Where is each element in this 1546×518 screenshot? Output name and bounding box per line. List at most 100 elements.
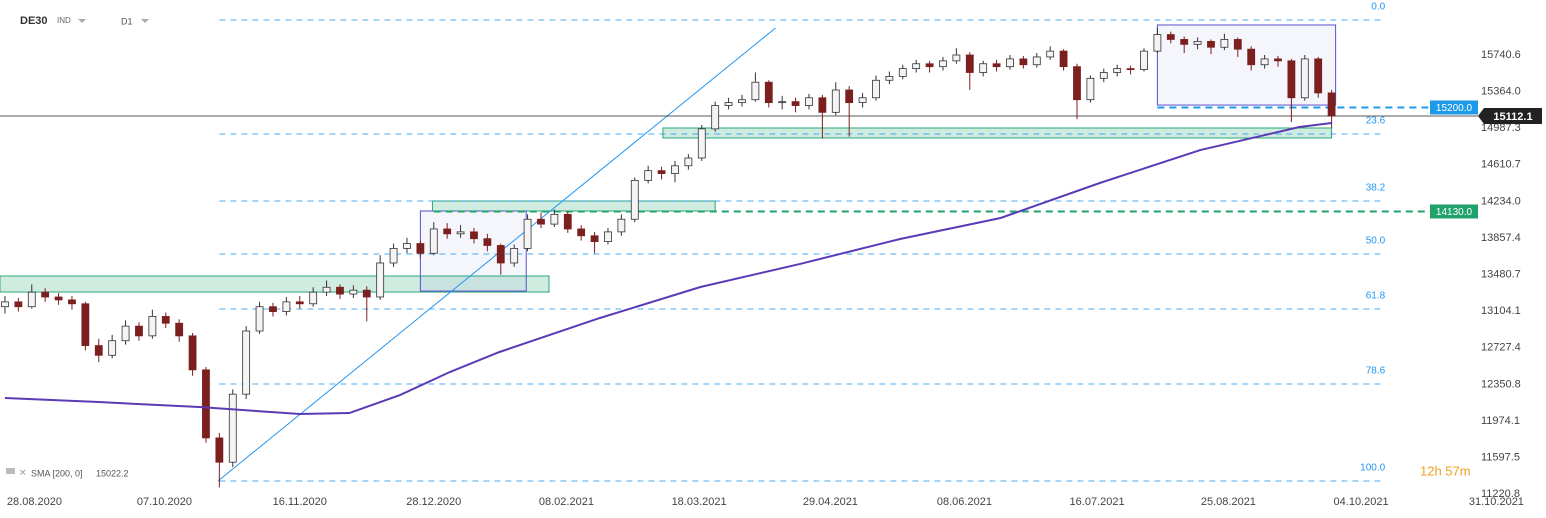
timeframe[interactable]: D1 (121, 16, 133, 26)
candle-body (1166, 34, 1175, 40)
candle-body (751, 81, 760, 101)
candle-body (550, 213, 559, 225)
candle-body (161, 316, 170, 324)
candle-body (684, 157, 693, 167)
candle-body (992, 63, 1001, 68)
candle-body (537, 218, 545, 225)
candle-body (456, 231, 465, 235)
candle-body (362, 289, 371, 298)
trendline (217, 27, 776, 482)
candle-body (148, 316, 157, 337)
candle-body (724, 102, 733, 106)
sma-line (4, 122, 1332, 416)
candle-body (1046, 50, 1055, 58)
candle-body (617, 218, 626, 233)
price-axis (1478, 0, 1546, 518)
zone (662, 127, 1333, 139)
x-tick-label: 31.10.2021 (1469, 496, 1524, 508)
sma-legend: ✕ SMA [200, 0] 15022.2 (6, 467, 129, 478)
price-line-box (1430, 100, 1478, 115)
candle-body (630, 179, 639, 220)
candle-body (1099, 72, 1108, 79)
candle-body (604, 231, 612, 242)
timer: 12h 57m (1420, 463, 1471, 478)
candle-body (1207, 41, 1215, 48)
candle-body (295, 301, 304, 305)
candle-body (791, 101, 800, 106)
candle-body (805, 97, 813, 106)
y-tick-label: 13480.7 (1481, 268, 1521, 280)
zone (419, 210, 527, 292)
candle-body (644, 170, 653, 181)
x-tick-label: 28.12.2020 (406, 496, 461, 508)
sma-label: SMA [200, 0] (31, 468, 83, 478)
candle-body (1006, 58, 1014, 68)
x-tick-label: 16.11.2020 (273, 496, 327, 508)
fib-label: 78.6 (1366, 366, 1386, 377)
candle-body (282, 301, 291, 312)
candle-body (175, 322, 184, 337)
candle-body (416, 243, 425, 254)
symbol[interactable]: DE30 (20, 15, 48, 27)
current-price-box (1478, 108, 1542, 125)
candle-body (898, 68, 907, 77)
y-tick-label: 11220.8 (1481, 488, 1520, 500)
fib-label: 23.6 (1366, 116, 1386, 127)
candle-body (1059, 50, 1068, 68)
fib-label: 0.0 (1371, 2, 1385, 13)
fib-label: 50.0 (1366, 236, 1386, 247)
sma-value: 15022.2 (96, 468, 129, 478)
dropdown-icon[interactable] (141, 19, 149, 23)
candle-body (764, 81, 773, 104)
candle-body (778, 101, 787, 104)
y-tick-label: 13857.4 (1481, 232, 1521, 244)
x-tick-label: 08.02.2021 (539, 496, 594, 508)
price-line-label: 14130.0 (1436, 207, 1473, 218)
candle-body (697, 128, 706, 159)
candle-body (1247, 48, 1256, 66)
candle-body (54, 296, 63, 301)
y-tick-label: 12727.4 (1481, 342, 1521, 354)
candle-body (1032, 56, 1041, 66)
candle-body (255, 306, 264, 332)
candle-body (389, 248, 398, 264)
candle-body (1126, 68, 1135, 71)
candle-body (403, 243, 411, 249)
candle-body (657, 170, 666, 174)
candle-body (242, 330, 251, 395)
candle-body (1260, 58, 1269, 66)
candle-body (1287, 60, 1296, 99)
x-tick-label: 04.10.2021 (1334, 496, 1389, 508)
x-tick-label: 25.08.2021 (1201, 496, 1256, 508)
candle-body (94, 345, 103, 356)
icon (6, 468, 15, 474)
candle-body (979, 63, 988, 73)
y-tick-label: 11597.5 (1481, 451, 1520, 463)
candle-body (523, 218, 532, 249)
x-tick-label: 29.04.2021 (803, 496, 858, 508)
candle-body (563, 213, 572, 230)
candle-body (202, 369, 210, 439)
instrument-type: IND (57, 16, 71, 25)
candle-body (965, 54, 974, 73)
x-tick-label: 16.07.2021 (1070, 496, 1125, 508)
close-icon[interactable]: ✕ (19, 467, 27, 477)
candle-body (1140, 50, 1148, 70)
y-tick-label: 12350.8 (1481, 378, 1521, 390)
candle-body (1019, 58, 1028, 66)
candle-body (1233, 39, 1242, 50)
y-tick-label: 11974.1 (1481, 415, 1520, 427)
candle-body (671, 165, 679, 174)
candle-body (349, 289, 358, 295)
candle-body (1180, 39, 1189, 45)
candle-body (14, 301, 23, 308)
candle-body (309, 291, 318, 305)
candle-body (872, 79, 880, 99)
candle-body (590, 235, 599, 242)
candle-body (1113, 68, 1122, 73)
fib-label: 61.8 (1366, 291, 1386, 302)
dropdown-icon[interactable] (78, 19, 86, 23)
candle-body (269, 306, 277, 312)
y-tick-label: 14610.7 (1481, 159, 1521, 171)
